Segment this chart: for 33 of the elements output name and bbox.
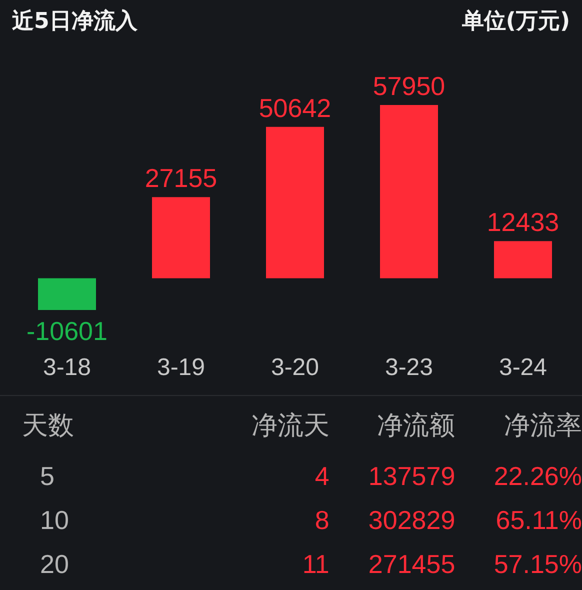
text: 11 — [301, 548, 330, 580]
x-tick-label: 3-23 — [384, 354, 434, 382]
data-label: 50642 — [258, 92, 332, 123]
data-label: -10601 — [26, 316, 108, 346]
text: 5 — [40, 460, 56, 492]
bar — [152, 197, 210, 278]
text: 10 — [40, 504, 70, 536]
text: 137579 — [367, 460, 456, 492]
x-tick-label: 3-24 — [498, 354, 548, 382]
data-label: 57950 — [372, 71, 446, 101]
text: 57.15% — [492, 548, 582, 580]
data-label: 27155 — [144, 163, 218, 194]
x-tick-label: 3-20 — [270, 354, 320, 382]
chart-subtitle: 单位(万元) — [462, 8, 570, 36]
text: 净流额 — [376, 408, 456, 442]
data-label: 12433 — [486, 207, 560, 238]
bar — [494, 241, 552, 278]
bar — [266, 126, 324, 278]
text: 天数 — [22, 408, 75, 442]
x-tick-label: 3-19 — [156, 354, 206, 382]
text: 271455 — [367, 548, 456, 580]
text: 65.11% — [494, 504, 582, 536]
text: 净流率 — [503, 408, 582, 442]
text: 20 — [40, 548, 70, 580]
bar — [38, 278, 96, 310]
chart-title: 近5日净流入 — [12, 8, 138, 36]
bar — [380, 105, 438, 278]
text: 302829 — [367, 504, 456, 536]
x-tick-label: 3-18 — [42, 354, 92, 382]
text: 8 — [314, 504, 330, 536]
text: 22.26% — [492, 460, 582, 492]
text: 净流天 — [250, 408, 330, 442]
text: 4 — [314, 460, 330, 492]
